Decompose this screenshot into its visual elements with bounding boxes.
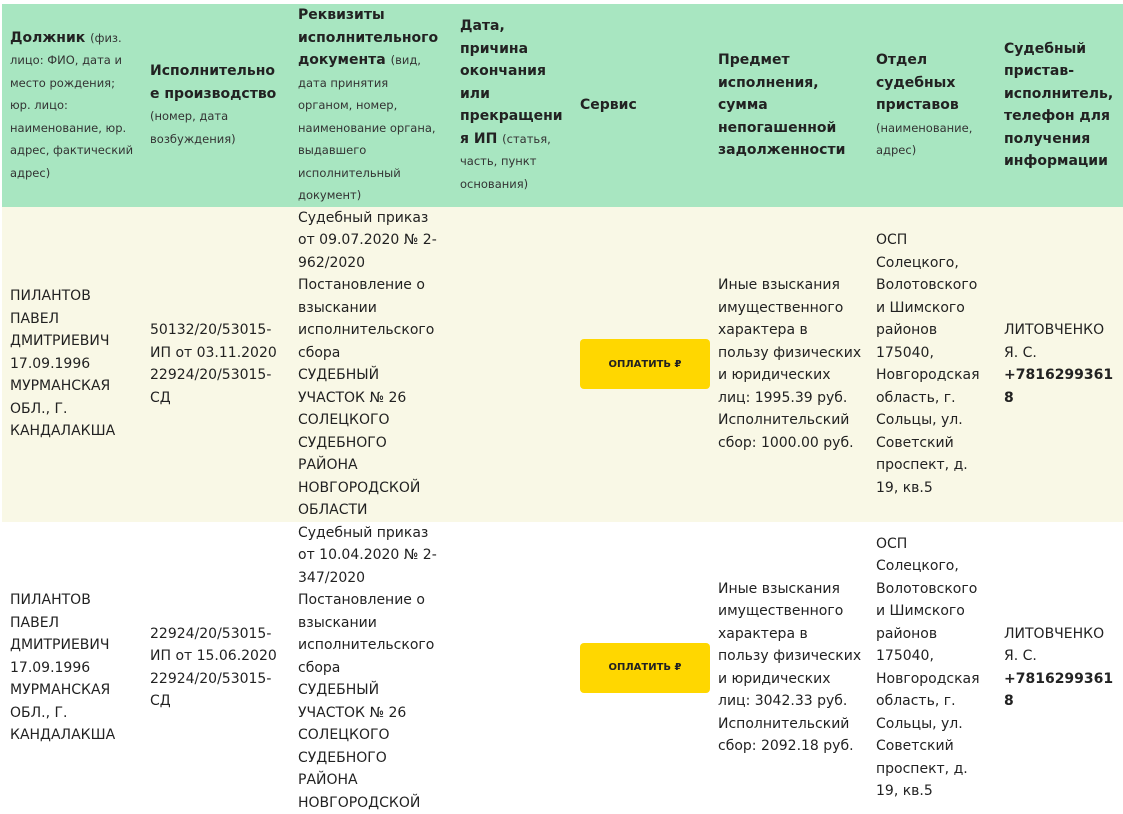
- pay-button[interactable]: ОПЛАТИТЬ ₽: [580, 339, 710, 389]
- header-subtitle: (вид, дата принятия органом, номер, наим…: [298, 53, 436, 202]
- end-reason-cell: [452, 522, 572, 814]
- header-subtitle: (наименование, адрес): [876, 121, 972, 158]
- bailiff-phone: +78162993618: [1004, 671, 1113, 710]
- proceeding-cell: 22924/20/53015-ИП от 15.06.2020 22924/20…: [142, 522, 290, 814]
- document-cell: Судебный приказ от 09.07.2020 № 2-962/20…: [290, 207, 452, 522]
- enforcement-proceedings-table: Должник (физ. лицо: ФИО, дата и место ро…: [2, 4, 1123, 814]
- table-row: ПИЛАНТОВ ПАВЕЛ ДМИТРИЕВИЧ 17.09.1996 МУР…: [2, 522, 1123, 814]
- service-cell: ОПЛАТИТЬ ₽: [572, 207, 710, 522]
- header-title: Сервис: [580, 97, 637, 113]
- pay-button[interactable]: ОПЛАТИТЬ ₽: [580, 643, 710, 693]
- column-header-document: Реквизиты исполнительного документа (вид…: [290, 4, 452, 207]
- proceeding-cell: 50132/20/53015-ИП от 03.11.2020 22924/20…: [142, 207, 290, 522]
- debtor-cell: ПИЛАНТОВ ПАВЕЛ ДМИТРИЕВИЧ 17.09.1996 МУР…: [2, 522, 142, 814]
- header-title: Отдел судебных приставов: [876, 52, 959, 113]
- table-row: ПИЛАНТОВ ПАВЕЛ ДМИТРИЕВИЧ 17.09.1996 МУР…: [2, 207, 1123, 522]
- end-reason-cell: [452, 207, 572, 522]
- column-header-department: Отдел судебных приставов (наименование, …: [868, 4, 996, 207]
- bailiff-name: ЛИТОВЧЕНКО Я. С.: [1004, 322, 1104, 361]
- column-header-bailiff: Судебный пристав-исполнитель, телефон дл…: [996, 4, 1123, 207]
- header-title: Предмет исполнения, сумма непогашенной з…: [718, 52, 845, 158]
- header-title: Исполнительное производство: [150, 63, 276, 102]
- header-title: Судебный пристав-исполнитель, телефон дл…: [1004, 41, 1113, 170]
- table-header-row: Должник (физ. лицо: ФИО, дата и место ро…: [2, 4, 1123, 207]
- column-header-end-reason: Дата, причина окончания или прекращения …: [452, 4, 572, 207]
- column-header-service: Сервис: [572, 4, 710, 207]
- department-cell: ОСП Солецкого, Волотовского и Шимского р…: [868, 522, 996, 814]
- column-header-debtor: Должник (физ. лицо: ФИО, дата и место ро…: [2, 4, 142, 207]
- bailiff-name: ЛИТОВЧЕНКО Я. С.: [1004, 626, 1104, 665]
- bailiff-cell: ЛИТОВЧЕНКО Я. С. +78162993618: [996, 522, 1123, 814]
- service-cell: ОПЛАТИТЬ ₽: [572, 522, 710, 814]
- column-header-subject: Предмет исполнения, сумма непогашенной з…: [710, 4, 868, 207]
- subject-cell: Иные взыскания имущественного характера …: [710, 522, 868, 814]
- department-cell: ОСП Солецкого, Волотовского и Шимского р…: [868, 207, 996, 522]
- header-title: Дата, причина окончания или прекращения …: [460, 18, 563, 147]
- header-title: Должник: [10, 30, 85, 46]
- bailiff-cell: ЛИТОВЧЕНКО Я. С. +78162993618: [996, 207, 1123, 522]
- header-subtitle: (номер, дата возбуждения): [150, 109, 236, 146]
- subject-cell: Иные взыскания имущественного характера …: [710, 207, 868, 522]
- header-subtitle: (физ. лицо: ФИО, дата и место рождения; …: [10, 31, 133, 180]
- column-header-proceeding: Исполнительное производство (номер, дата…: [142, 4, 290, 207]
- bailiff-phone: +78162993618: [1004, 367, 1113, 406]
- document-cell: Судебный приказ от 10.04.2020 № 2-347/20…: [290, 522, 452, 814]
- debtor-cell: ПИЛАНТОВ ПАВЕЛ ДМИТРИЕВИЧ 17.09.1996 МУР…: [2, 207, 142, 522]
